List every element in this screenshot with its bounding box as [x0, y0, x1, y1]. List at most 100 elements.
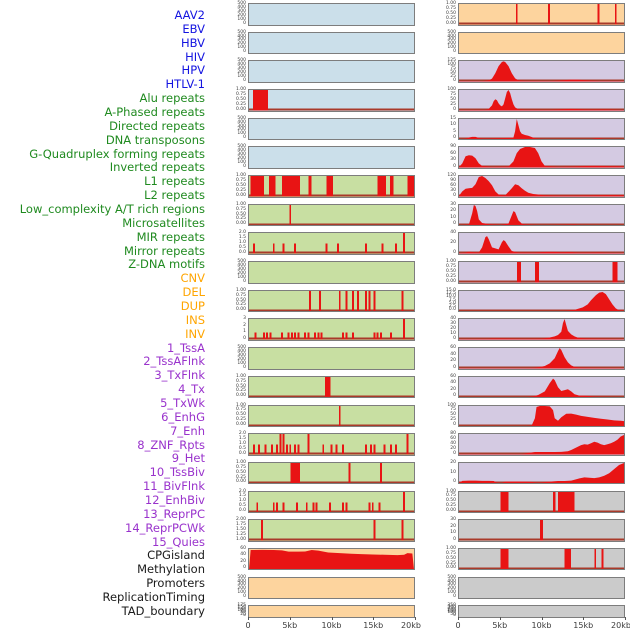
track-panel-inverted-repeats: [248, 318, 415, 341]
y-tick-label: 0.5: [238, 245, 246, 251]
y-tick-label: 0.25: [445, 273, 456, 279]
y-tick-label: 50: [240, 610, 246, 616]
y-tick-label: 0.00: [445, 278, 456, 284]
y-tick-label: 15.0: [445, 287, 456, 293]
track-label-mirror-repeats: Mirror repeats: [123, 243, 205, 258]
y-tick-label: 250: [447, 606, 456, 612]
x-tick-label: 5kb: [492, 620, 508, 630]
track-panel-mirror-repeats: [248, 490, 415, 514]
y-tick-label: 0.25: [445, 560, 456, 566]
track-signal: [249, 233, 414, 254]
y-tick-label: 20: [450, 459, 456, 465]
x-tick-mark: [583, 616, 585, 620]
y-tick-label: 0: [243, 135, 246, 141]
y-tick-label: 0: [243, 163, 246, 169]
track-panel-9-het: [458, 289, 625, 313]
y-tick-label: 5.0: [448, 300, 456, 306]
track-label-dna-transposons: DNA transposons: [105, 132, 205, 147]
x-tick-mark: [248, 616, 249, 620]
y-tick-label: 1.00: [445, 1, 456, 6]
y-tick-label: 100: [447, 87, 456, 93]
y-tick-label: 100: [237, 16, 246, 22]
y-tick-label: 100: [237, 45, 246, 51]
y-tick-label: 125: [447, 58, 456, 64]
track-signal: [249, 520, 414, 541]
y-tick-label: 0: [243, 613, 246, 619]
track-signal: [459, 4, 624, 25]
y-tick-label: 300: [447, 37, 456, 43]
y-tick-label: 0.25: [235, 101, 246, 107]
y-tick-label: 0.50: [235, 297, 246, 303]
track-panel-g-quadruplex-forming-repeats: [248, 289, 415, 313]
track-panel-11-bivflnk: [458, 347, 625, 370]
track-signal: [459, 147, 624, 168]
y-tick-label: 75: [450, 407, 456, 413]
y-tick-label: 40: [240, 552, 246, 558]
y-tick-label: 30: [450, 157, 456, 163]
y-tick-label: 2: [243, 322, 246, 328]
track-label-tad-boundary: TAD_boundary: [121, 603, 205, 618]
x-tick-label: 0: [455, 620, 461, 630]
track-signal: [459, 262, 624, 283]
track-signal: [249, 319, 414, 340]
y-tick-label: 0.0: [238, 249, 246, 255]
track-label-14-reprpcwk: 14_ReprPCWk: [125, 520, 205, 535]
y-tick-label: 40: [450, 230, 456, 236]
y-tick-label: 0.00: [235, 106, 246, 112]
y-tick-label: 30: [450, 517, 456, 523]
y-tick-label: 0.25: [235, 417, 246, 423]
y-tick-label: 1.0: [238, 440, 246, 446]
track-label-1-tssa: 1_TssA: [166, 340, 205, 355]
track-signal: [459, 462, 624, 484]
y-tick-label: 0.50: [445, 498, 456, 504]
y-tick-label: 0.50: [445, 268, 456, 274]
y-tick-label: 1.5: [238, 436, 246, 442]
y-tick-label: 5: [453, 128, 456, 134]
track-label-15-quies: 15_Quies: [152, 534, 205, 549]
y-tick-label: 100: [237, 360, 246, 366]
y-tick-label: 100: [237, 131, 246, 137]
y-tick-label: 0: [453, 192, 456, 198]
track-signal: [459, 378, 624, 398]
track-label-hbv: HBV: [180, 35, 205, 50]
y-tick-label: 100: [447, 62, 456, 68]
y-tick-label: 40: [450, 316, 456, 322]
y-tick-label: 300: [237, 123, 246, 129]
y-tick-label: 1.00: [445, 488, 456, 494]
track-signal: [249, 61, 414, 82]
track-label-inv: INV: [185, 326, 205, 341]
track-signal: [249, 290, 414, 312]
y-tick-label: 400: [237, 119, 246, 125]
y-tick-label: 20: [450, 523, 456, 529]
y-tick-label: 10.0: [445, 294, 456, 300]
track-label-13-reprpc: 13_ReprPC: [143, 506, 205, 521]
y-tick-label: 0.25: [235, 302, 246, 308]
x-tick-label: 20kb: [611, 620, 630, 630]
track-label-3-txflnk: 3_TxFlnk: [154, 368, 205, 383]
track-panel-15-quies: [458, 461, 625, 485]
track-panel-hiv: [248, 89, 415, 112]
y-tick-label: 0.00: [445, 508, 456, 514]
y-tick-label: 0: [453, 422, 456, 428]
y-tick-label: 10: [450, 214, 456, 220]
track-signal: [249, 376, 414, 398]
y-tick-label: 0: [243, 335, 246, 341]
y-tick-label: 0.75: [235, 91, 246, 97]
y-tick-label: 20: [450, 386, 456, 392]
track-panel-l1-repeats: [248, 347, 415, 370]
track-label-cnv: CNV: [180, 271, 206, 286]
y-tick-label: 0.25: [235, 216, 246, 222]
track-label-low-complexity-a-t-rich-regions: Low_complexity A/T rich regions: [19, 201, 205, 216]
track-panel-alu-repeats: [248, 175, 415, 198]
x-tick-mark: [289, 616, 291, 620]
y-tick-label: 20: [450, 240, 456, 246]
track-signal: [249, 549, 414, 570]
track-label-10-tssbiv: 10_TssBiv: [149, 465, 205, 480]
y-tick-label: 25: [450, 417, 456, 423]
track-signal: [249, 348, 414, 369]
y-tick-label: 60: [450, 345, 456, 351]
y-tick-label: 0.00: [445, 565, 456, 571]
track-label-5-txwk: 5_TxWk: [160, 395, 205, 410]
y-tick-label: 20: [450, 358, 456, 364]
y-tick-label: 200: [237, 127, 246, 133]
